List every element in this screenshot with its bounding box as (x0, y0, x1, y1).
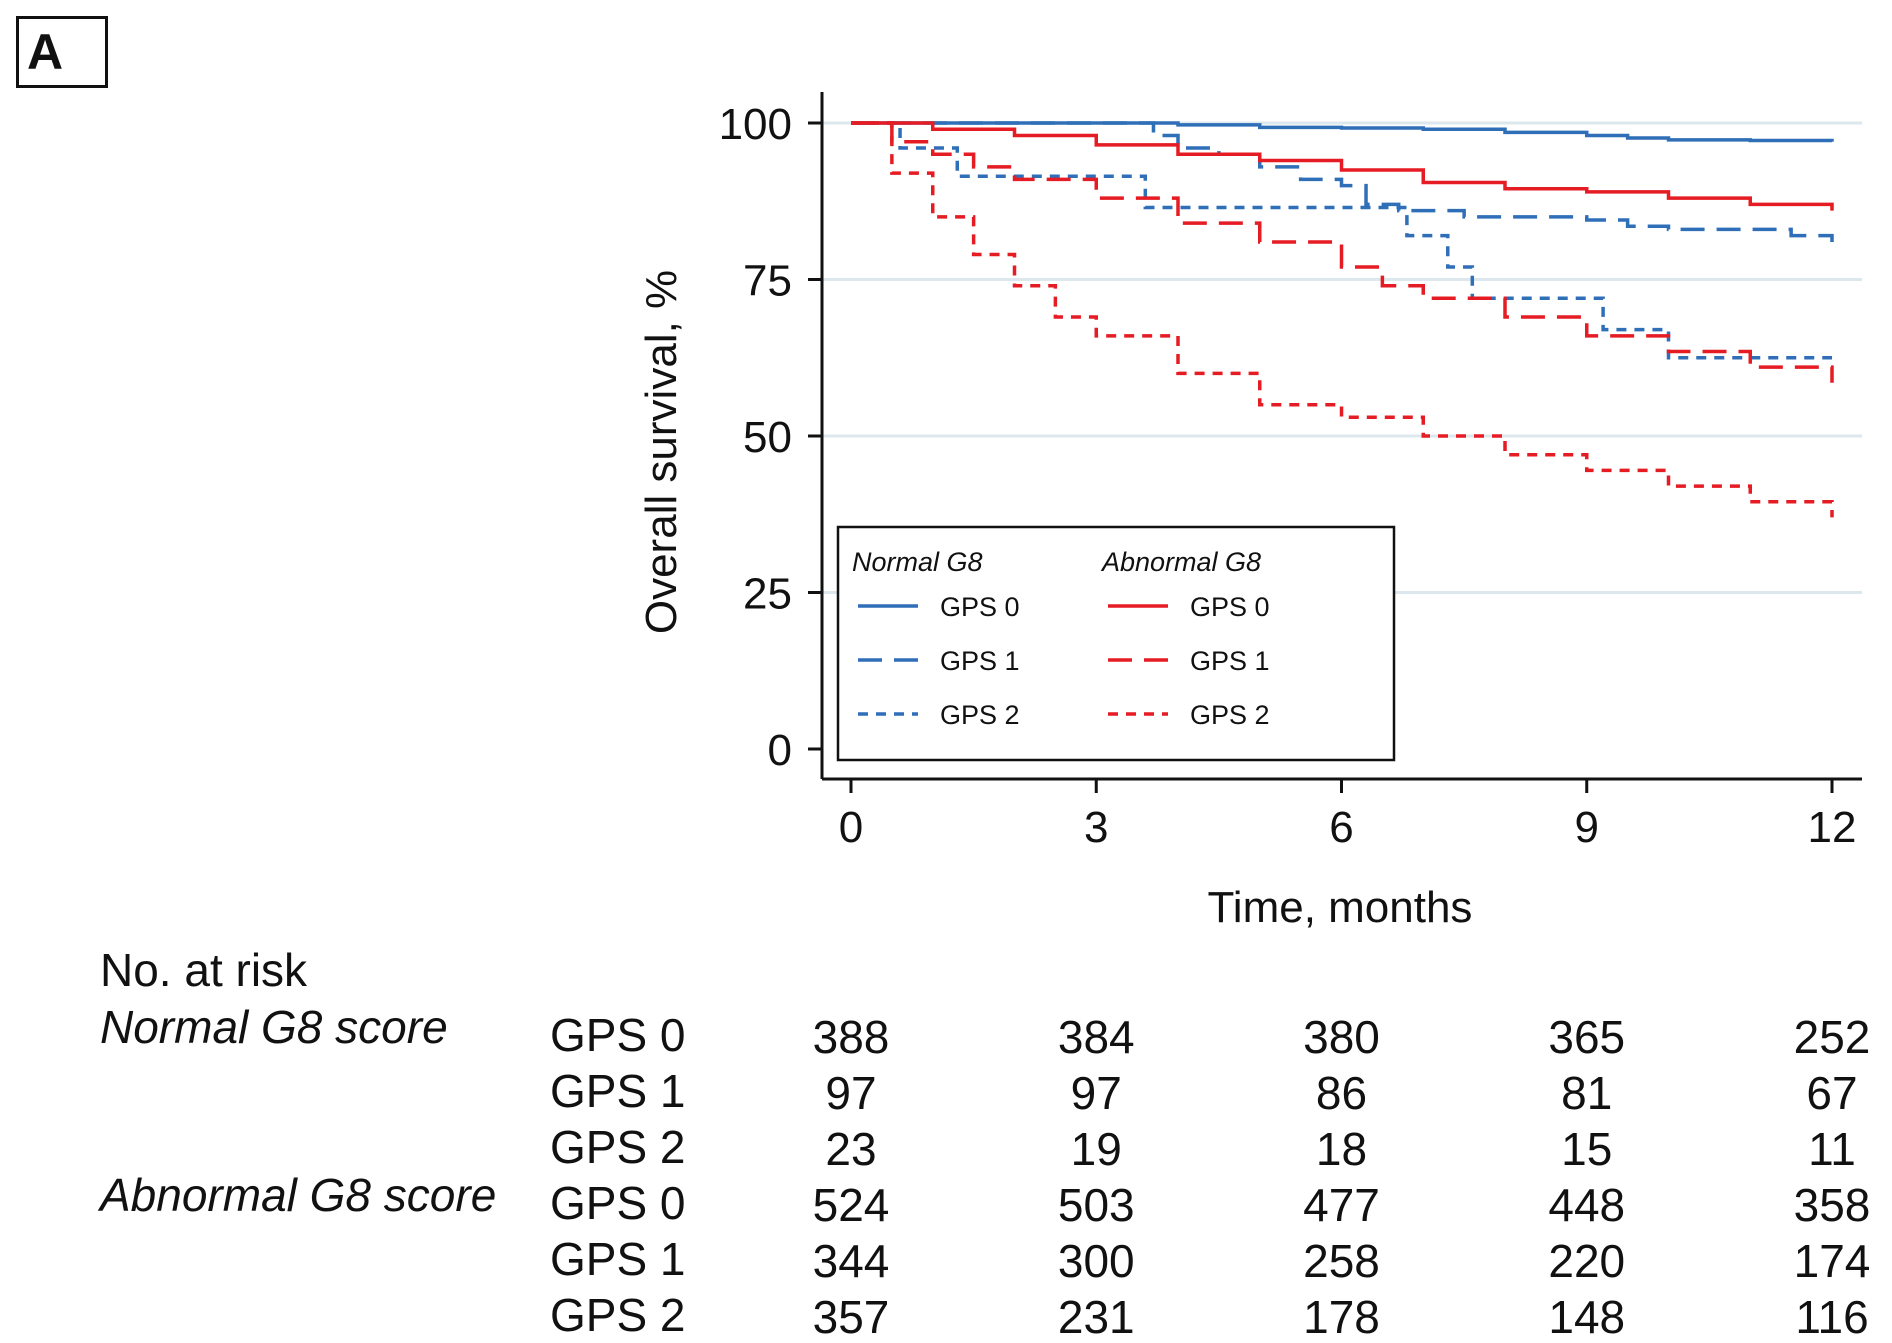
risk-value: 384 (1057, 1011, 1135, 1063)
risk-group-label-1: Abnormal G8 score (100, 1169, 497, 1221)
risk-value: 380 (1303, 1011, 1380, 1063)
risk-value: 448 (1548, 1179, 1626, 1231)
risk-value: 18 (1315, 1123, 1368, 1175)
curve-normal-gps2 (851, 121, 1832, 360)
panel-label: A (16, 16, 108, 88)
curve-normal-gps1 (851, 121, 1834, 242)
risk-row-label: GPS 1 (550, 1065, 686, 1117)
legend-label-5: GPS 2 (1190, 700, 1270, 730)
legend-label-1: GPS 1 (940, 646, 1020, 676)
risk-value: 258 (1303, 1235, 1380, 1287)
risk-row-label: GPS 0 (550, 1009, 686, 1061)
survival-chart: 0 3 6 9 12 0 25 50 75 100 Time, months Overall s… (637, 92, 1862, 932)
y-tick-label-75: 75 (743, 257, 792, 306)
risk-value: 97 (825, 1067, 877, 1119)
x-tick-label-6: 6 (1329, 803, 1353, 852)
risk-row-label: GPS 1 (550, 1233, 686, 1285)
risk-value: 344 (812, 1235, 890, 1287)
risk-value: 23 (825, 1123, 877, 1175)
risk-value: 300 (1057, 1235, 1135, 1287)
risk-value: 178 (1303, 1291, 1380, 1343)
curve-normal-gps0 (851, 121, 1834, 143)
y-tick-label-100: 100 (719, 100, 792, 149)
risk-table-title: No. at risk (100, 944, 308, 996)
risk-value: 477 (1303, 1179, 1380, 1231)
risk-value: 86 (1315, 1067, 1368, 1119)
curve-abnormal-gps1 (851, 121, 1834, 383)
risk-row-label: GPS 2 (550, 1289, 686, 1341)
x-tick-label-12: 12 (1808, 803, 1857, 852)
y-tick-label-25: 25 (743, 570, 792, 619)
risk-value: 174 (1793, 1235, 1871, 1287)
risk-value: 503 (1057, 1179, 1135, 1231)
y-tick-label-0: 0 (768, 726, 792, 775)
risk-row-label: GPS 2 (550, 1121, 686, 1173)
legend-label-4: GPS 1 (1190, 646, 1270, 676)
curve-abnormal-gps2 (851, 121, 1834, 518)
y-tick-label-50: 50 (743, 413, 792, 462)
legend-label-2: GPS 2 (940, 700, 1020, 730)
risk-row-label: GPS 0 (550, 1177, 686, 1229)
risk-value: 252 (1793, 1011, 1871, 1063)
risk-value: 19 (1070, 1123, 1122, 1175)
x-axis-label: Time, months (1208, 883, 1473, 932)
risk-group-label-0: Normal G8 score (100, 1001, 448, 1053)
curve-abnormal-gps0 (851, 121, 1834, 211)
risk-value: 231 (1057, 1291, 1135, 1343)
risk-value: 388 (812, 1011, 890, 1063)
legend-box (836, 525, 1396, 762)
risk-value: 148 (1548, 1291, 1626, 1343)
y-ticks: 0 25 50 75 100 (719, 100, 822, 775)
risk-value: 11 (1808, 1123, 1856, 1175)
legend: Normal G8 Abnormal G8 GPS 0 GPS 1 GPS 2 GPS 0… (836, 525, 1396, 762)
risk-value: 220 (1548, 1235, 1626, 1287)
risk-value: 97 (1070, 1067, 1122, 1119)
risk-value: 524 (812, 1179, 890, 1231)
y-axis-label: Overall survival, % (637, 270, 686, 634)
survival-curves (851, 121, 1834, 518)
risk-value: 15 (1561, 1123, 1613, 1175)
risk-value: 365 (1548, 1011, 1626, 1063)
risk-value: 81 (1561, 1067, 1613, 1119)
legend-label-3: GPS 0 (1190, 592, 1270, 622)
risk-value: 116 (1795, 1291, 1869, 1343)
legend-header-1: Abnormal G8 (1100, 547, 1261, 577)
risk-value: 67 (1806, 1067, 1858, 1119)
x-ticks: 0 3 6 9 12 (839, 779, 1857, 852)
risk-value: 357 (812, 1291, 890, 1343)
x-tick-label-3: 3 (1084, 803, 1108, 852)
x-tick-label-0: 0 (839, 803, 863, 852)
risk-value: 358 (1793, 1179, 1871, 1231)
legend-header-0: Normal G8 (852, 547, 983, 577)
legend-label-0: GPS 0 (940, 592, 1020, 622)
x-tick-label-9: 9 (1575, 803, 1599, 852)
